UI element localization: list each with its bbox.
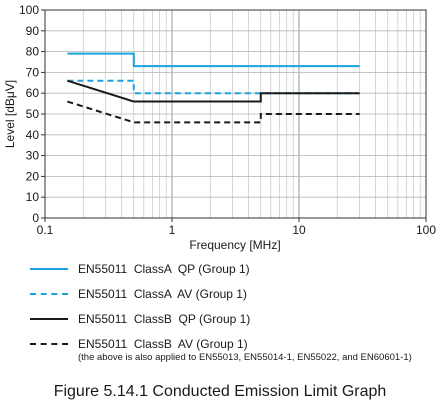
legend-item-classA-av: EN55011 ClassA AV (Group 1) (30, 287, 435, 312)
y-tick-label: 60 (26, 86, 40, 100)
x-axis-label: Frequency [MHz] (189, 238, 280, 252)
emission-chart: 0 10 20 30 40 50 60 70 80 90 100 0.1 1 10 100 Frequenc… (3, 3, 436, 252)
x-tick-label: 1 (169, 223, 176, 237)
legend-swatch-classA-av (30, 293, 68, 295)
x-tick-label: 0.1 (37, 223, 54, 237)
legend-swatch-classA-qp (30, 268, 68, 270)
legend: EN55011 ClassA QP (Group 1) EN55011 Clas… (30, 262, 435, 363)
y-tick-label: 30 (26, 149, 40, 163)
series-classB-qp (67, 79, 360, 103)
y-tick-label: 0 (32, 211, 39, 225)
y-tick-label: 80 (26, 45, 40, 59)
legend-note: (the above is also applied to EN55013, E… (78, 352, 412, 363)
grid (45, 10, 426, 218)
y-tick-label: 50 (26, 107, 40, 121)
tick-labels: 0 10 20 30 40 50 60 70 80 90 100 0.1 1 10 100 (19, 3, 436, 237)
y-tick-label: 20 (26, 169, 40, 183)
y-tick-label: 70 (26, 65, 40, 79)
y-tick-label: 10 (26, 190, 40, 204)
legend-label-classA-av: EN55011 ClassA AV (Group 1) (78, 287, 247, 301)
y-axis-label: Level [dBμV] (3, 80, 17, 148)
figure-caption: Figure 5.14.1 Conducted Emission Limit G… (53, 383, 387, 400)
plot-frame (44, 9, 427, 219)
legend-item-classB-av: EN55011 ClassB AV (Group 1) (the above i… (30, 337, 435, 363)
x-tick-label: 100 (416, 223, 436, 237)
legend-item-classA-qp: EN55011 ClassA QP (Group 1) (30, 262, 435, 287)
x-tick-label: 10 (292, 223, 306, 237)
series-classA-qp (67, 52, 360, 68)
y-tick-label: 90 (26, 24, 40, 38)
legend-item-classB-qp: EN55011 ClassB QP (Group 1) (30, 312, 435, 337)
y-tick-label: 40 (26, 128, 40, 142)
legend-label-classB-av: EN55011 ClassB AV (Group 1) (78, 337, 248, 351)
legend-label-classB-qp: EN55011 ClassB QP (Group 1) (78, 312, 251, 326)
y-tick-label: 100 (19, 3, 39, 17)
series-classA-av (67, 79, 360, 95)
series-lines (67, 52, 360, 124)
legend-swatch-classB-av (30, 343, 68, 345)
legend-label-classA-qp: EN55011 ClassA QP (Group 1) (78, 262, 250, 276)
legend-swatch-classB-qp (30, 318, 68, 320)
